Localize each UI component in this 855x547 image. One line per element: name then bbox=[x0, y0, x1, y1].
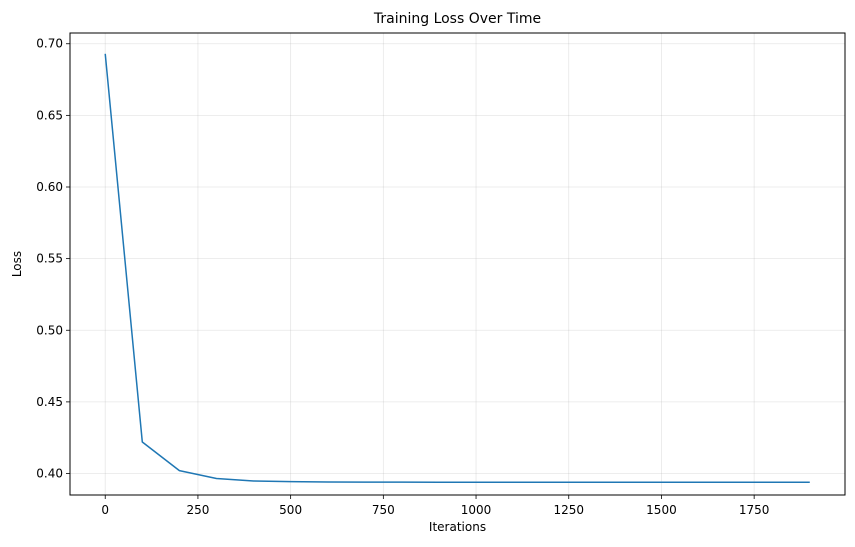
y-tick-label: 0.60 bbox=[36, 180, 63, 194]
y-tick-label: 0.40 bbox=[36, 467, 63, 481]
loss-line bbox=[104, 53, 810, 483]
x-axis-label: Iterations bbox=[429, 520, 486, 534]
series-layer bbox=[104, 53, 810, 483]
y-tick-label: 0.55 bbox=[36, 252, 63, 266]
y-tick-label: 0.65 bbox=[36, 108, 63, 122]
x-tick-label: 500 bbox=[279, 503, 302, 517]
y-axis-label: Loss bbox=[10, 251, 24, 277]
x-tick-label: 1000 bbox=[461, 503, 492, 517]
x-tick-label: 0 bbox=[101, 503, 109, 517]
y-tick-label: 0.45 bbox=[36, 395, 63, 409]
grid-layer bbox=[70, 33, 845, 495]
tick-layer: 0 250 500 750 1000 1250 1500 1750 0.40 0.45 0.50 0.… bbox=[36, 37, 769, 517]
plot-frame bbox=[69, 32, 846, 496]
y-tick-label: 0.50 bbox=[36, 323, 63, 337]
x-tick-label: 1250 bbox=[553, 503, 584, 517]
x-tick-label: 750 bbox=[372, 503, 395, 517]
x-tick-label: 250 bbox=[186, 503, 209, 517]
x-tick-label: 1750 bbox=[739, 503, 770, 517]
chart-title: Training Loss Over Time bbox=[373, 11, 541, 27]
x-tick-label: 1500 bbox=[646, 503, 677, 517]
y-tick-label: 0.70 bbox=[36, 37, 63, 51]
